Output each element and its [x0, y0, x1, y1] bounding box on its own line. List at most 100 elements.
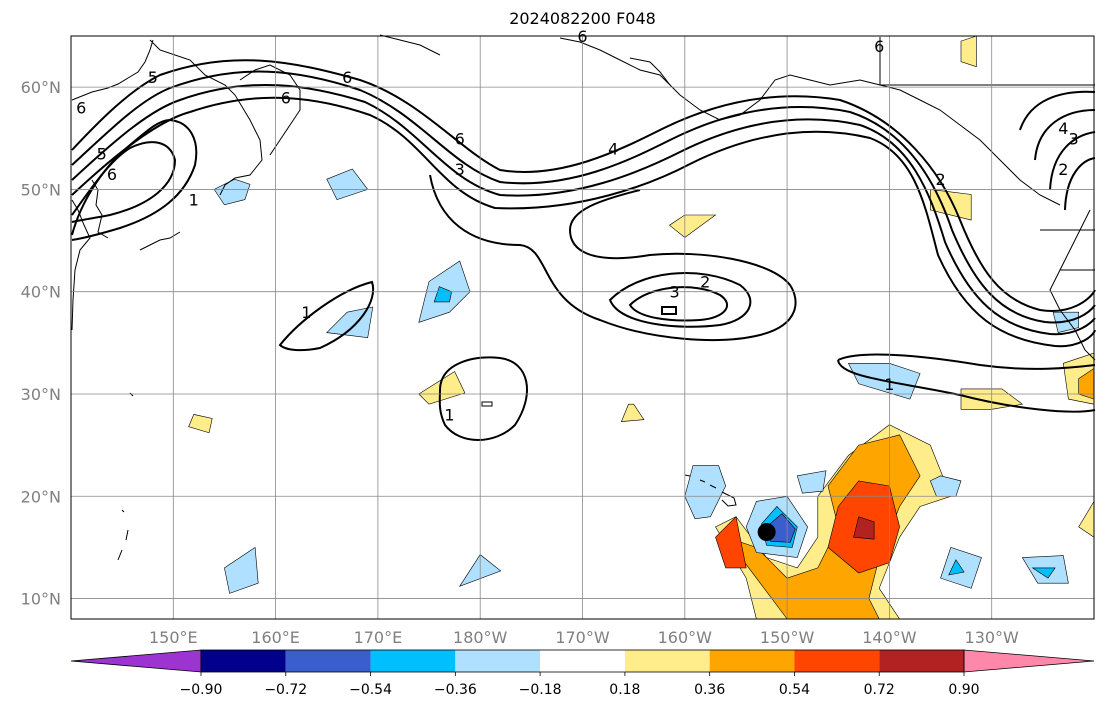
contour-low-west: [71, 118, 198, 241]
colorbar-label: −0.90: [180, 682, 223, 698]
contour-label: 3: [455, 160, 465, 179]
colorbar-label: −0.54: [349, 682, 392, 698]
shaded-region: [620, 403, 645, 422]
colorbar-swatch: [879, 650, 964, 672]
contour-high-center: [608, 272, 752, 328]
shaded-region: [1078, 500, 1095, 538]
contour-trough-4: [71, 96, 1096, 348]
shaded-region: [929, 475, 962, 497]
lon-tick-label: 170°E: [354, 628, 403, 647]
contour-trough: [71, 59, 1096, 312]
colorbar-swatch: [201, 650, 286, 672]
colorbar-label: 0.18: [609, 682, 640, 698]
colorbar-frame: [200, 649, 965, 673]
shaded-region: [948, 559, 965, 576]
lat-tick-label: 60°N: [21, 78, 61, 97]
colorbar-label: 0.36: [694, 682, 725, 698]
contour-label: 1: [884, 375, 894, 394]
coastline-sakhalin: [91, 179, 109, 239]
lon-tick-label: 160°E: [251, 628, 300, 647]
map-frame: [70, 35, 1095, 620]
lon-tick-label: 150°W: [760, 628, 815, 647]
shaded-region: [418, 371, 466, 405]
colorbar-label: 0.54: [779, 682, 810, 698]
contour-label: 4: [1058, 119, 1068, 138]
contour-layer: [71, 59, 1096, 441]
colorbar-swatch: [285, 650, 371, 672]
coastline-na-west: [1049, 209, 1096, 361]
contour-label: 5: [148, 68, 158, 87]
shaded-region: [853, 516, 875, 540]
shaded-region: [224, 546, 259, 594]
lon-tick-label: 130°W: [965, 628, 1020, 647]
colorbar-swatch: [540, 650, 625, 672]
coastline-alaska: [559, 37, 1061, 206]
coastline-canada: [879, 37, 1095, 271]
coastline-layer: [71, 34, 1096, 561]
coastline-kamchatka: [239, 64, 301, 156]
coastline-kuril: [139, 231, 181, 251]
colorbar-extend-high: [963, 649, 1095, 673]
shaded-region: [684, 465, 727, 520]
shaded-region: [715, 516, 747, 569]
lat-tick-label: 50°N: [21, 180, 61, 199]
shaded-region: [213, 178, 251, 206]
contour-label: 1: [301, 303, 311, 322]
contour-one-west: [278, 280, 375, 352]
contour-one-center: [438, 356, 528, 441]
contour-label: 6: [874, 37, 884, 56]
colorbar-label: 0.72: [864, 682, 895, 698]
storm-center-marker: [757, 523, 776, 542]
shaded-region: [796, 470, 827, 494]
contour-label: 1: [189, 191, 199, 210]
contour-low-west-2: [71, 141, 177, 223]
lat-tick-label: 20°N: [21, 487, 61, 506]
contour-label: 1: [444, 405, 454, 424]
coastline-hawaii: [684, 474, 737, 507]
colorbar-label: −0.36: [434, 682, 477, 698]
colorbar-swatch: [624, 650, 710, 672]
lat-tick-label: 30°N: [21, 385, 61, 404]
colorbar-label: −0.18: [519, 682, 562, 698]
contour-label: 5: [97, 145, 107, 164]
contour-sub: [429, 174, 797, 341]
shaded-region: [1031, 567, 1056, 579]
colorbar-label: 0.90: [948, 682, 979, 698]
shaded-region: [188, 414, 213, 434]
lon-tick-label: 180°W: [453, 628, 508, 647]
contour-label: 6: [76, 99, 86, 118]
contour-label: 2: [1058, 160, 1068, 179]
contour-trough-2: [71, 70, 1096, 324]
island-small: [117, 392, 134, 561]
contour-high-center-2: [628, 286, 728, 322]
lat-tick-label: 40°N: [21, 283, 61, 302]
coastline-aleutians: [379, 34, 671, 86]
shaded-region: [326, 168, 369, 200]
contour-label: 6: [107, 165, 117, 184]
contour-east: [837, 353, 1096, 413]
colorbar-swatch: [709, 650, 795, 672]
lon-tick-label: 150°E: [149, 628, 198, 647]
colorbar-swatch: [370, 650, 456, 672]
contour-label: 3: [669, 283, 679, 302]
lon-tick-label: 140°W: [862, 628, 917, 647]
contour-label: 6: [342, 68, 352, 87]
colorbar-swatch: [455, 650, 541, 672]
lat-tick-label: 10°N: [21, 590, 61, 609]
island-marker: [481, 401, 493, 407]
axis-ticks: 10°N 20°N 30°N 40°N 50°N 60°N 150°E 160°E 170°E 1…: [21, 78, 1019, 647]
contour-label: 6: [455, 129, 465, 148]
contour-label: 4: [608, 140, 618, 159]
contour-east-high: [1019, 90, 1096, 211]
colorbar-swatch: [794, 650, 880, 672]
lon-tick-label: 170°W: [555, 628, 610, 647]
contour-label: 6: [281, 88, 291, 107]
contour-label: 2: [935, 170, 945, 189]
shaded-region: [960, 35, 977, 68]
contour-high-inner: [661, 306, 677, 315]
lon-tick-label: 160°W: [658, 628, 713, 647]
shaded-region: [930, 189, 972, 221]
shaded-region: [326, 306, 374, 339]
